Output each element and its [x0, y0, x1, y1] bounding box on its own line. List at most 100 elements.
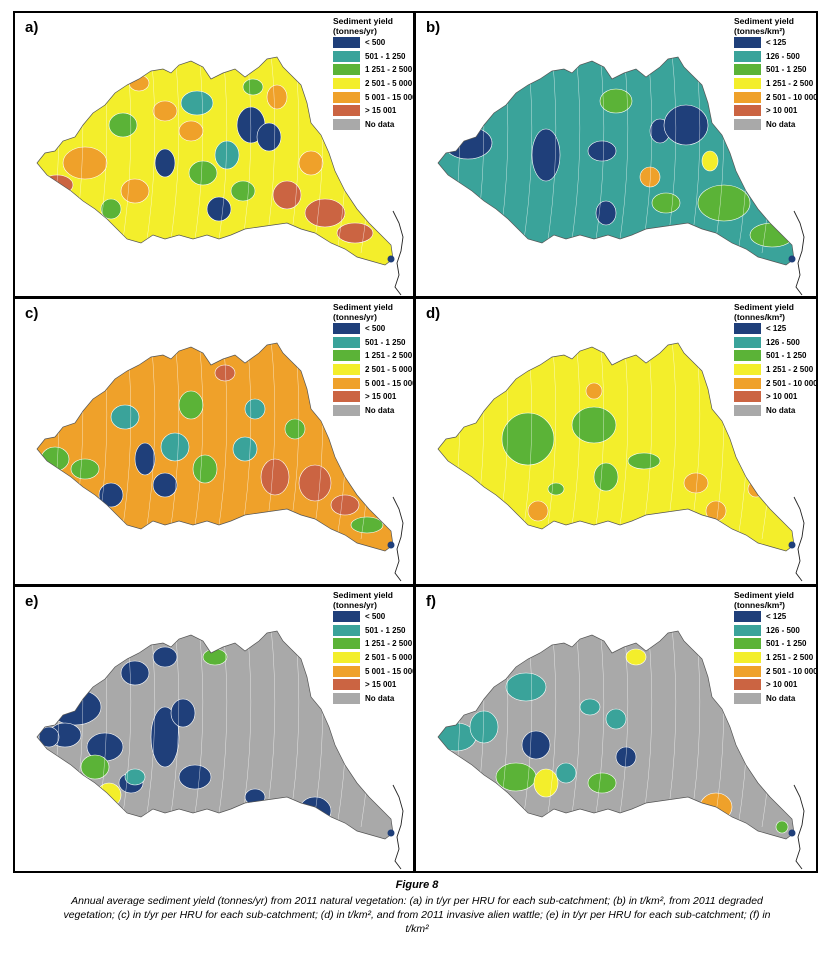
- legend-label: > 10 001: [766, 392, 798, 402]
- legend-item: 1 251 - 2 500: [734, 77, 814, 91]
- sub-catchment: [336, 222, 374, 244]
- sub-catchment: [521, 730, 551, 760]
- sub-catchment: [48, 688, 102, 726]
- sub-catchment: [501, 412, 555, 466]
- legend-item: 126 - 500: [734, 336, 814, 350]
- legend-label: > 15 001: [365, 106, 397, 116]
- sub-catchment: [663, 104, 709, 146]
- sub-catchment: [599, 88, 633, 114]
- legend-swatch: [734, 652, 761, 664]
- panel-label: d): [426, 305, 441, 322]
- legend-item: No data: [333, 404, 413, 418]
- catchment-outline: [36, 342, 394, 552]
- legend-label: 501 - 1 250: [365, 625, 406, 635]
- sub-catchment: [705, 500, 727, 522]
- legend-item: No data: [333, 692, 413, 706]
- legend-swatch: [333, 652, 360, 664]
- boundary-line: [593, 343, 605, 540]
- sub-catchment: [232, 436, 258, 462]
- river-mouth: [788, 541, 796, 549]
- coastline: [793, 784, 805, 870]
- legend-item: > 15 001: [333, 678, 413, 692]
- boundary-line: [641, 343, 653, 540]
- panel-label: b): [426, 19, 441, 36]
- legend-label: 1 251 - 2 500: [365, 351, 413, 361]
- sub-catchment: [775, 820, 789, 834]
- legend-item: No data: [734, 118, 814, 132]
- legend-label: 2 501 - 5 000: [365, 365, 413, 375]
- boundary-line: [144, 631, 156, 828]
- legend-item: 2 501 - 5 000: [333, 363, 413, 377]
- sub-catchment: [150, 706, 180, 768]
- legend-item: 5 001 - 15 000: [333, 376, 415, 390]
- legend-label: > 15 001: [365, 392, 397, 402]
- legend-swatch: [333, 638, 360, 650]
- boundary-line: [216, 343, 228, 540]
- catchment-map: [437, 56, 805, 296]
- legend-label: < 125: [766, 324, 787, 334]
- legend-swatch: [333, 624, 360, 636]
- legend-item: > 10 001: [734, 678, 814, 692]
- boundary-line: [545, 343, 557, 540]
- legend: Sediment yield (tonnes/yr) < 500 501 - 1 2…: [333, 16, 415, 131]
- legend-label: < 125: [766, 38, 787, 48]
- sub-catchment: [98, 482, 124, 508]
- legend-label: 1 251 - 2 500: [365, 639, 413, 649]
- legend: Sediment yield (tonnes/km²) < 125 126 - 50…: [734, 302, 816, 417]
- legend-item: 2 501 - 10 000: [734, 376, 816, 390]
- panel-divider-horizontal-1: [13, 296, 818, 299]
- legend-swatch: [333, 665, 360, 677]
- sub-catchment: [304, 198, 346, 228]
- sub-catchment: [350, 516, 384, 534]
- legend-label: 1 251 - 2 500: [766, 653, 814, 663]
- catchment-base: [438, 343, 794, 551]
- legend-swatch: [734, 118, 761, 130]
- boundary-line: [593, 57, 605, 254]
- sub-catchment: [527, 500, 549, 522]
- catchment-map: [437, 342, 805, 582]
- boundary-line: [168, 57, 180, 254]
- legend-label: 501 - 1 250: [766, 351, 807, 361]
- sub-catchment: [547, 482, 565, 496]
- coastline: [392, 496, 404, 582]
- legend-label: > 15 001: [365, 680, 397, 690]
- sub-catchment: [595, 200, 617, 226]
- sub-catchment: [128, 74, 150, 92]
- sub-catchment: [505, 672, 547, 702]
- legend-item: 501 - 1 250: [333, 50, 413, 64]
- legend-swatch: [333, 377, 360, 389]
- legend-swatch: [333, 350, 360, 362]
- legend-label: No data: [365, 693, 395, 703]
- sub-catchment: [571, 406, 617, 444]
- figure-title: Figure 8: [395, 879, 439, 891]
- sub-catchment: [627, 452, 661, 470]
- legend-swatch: [734, 364, 761, 376]
- sub-catchment: [160, 432, 190, 462]
- sub-catchment: [298, 150, 324, 176]
- boundary-line: [168, 631, 180, 828]
- legend-label: No data: [766, 693, 796, 703]
- legend-label: No data: [766, 119, 796, 129]
- legend-swatch: [734, 377, 761, 389]
- legend-swatch: [734, 624, 761, 636]
- catchment-outline: [437, 342, 795, 552]
- boundary-line: [569, 631, 581, 828]
- legend-label: 5 001 - 15 000: [365, 666, 415, 676]
- boundary-line: [545, 631, 557, 828]
- catchment-map: [36, 342, 404, 582]
- legend-item: > 15 001: [333, 390, 413, 404]
- boundary-line: [617, 631, 629, 828]
- sub-catchment: [683, 472, 709, 494]
- sub-catchment: [120, 660, 150, 686]
- sub-catchment: [579, 698, 601, 716]
- panel-divider-horizontal-2: [13, 584, 818, 587]
- legend-title: Sediment yield (tonnes/km²): [734, 16, 794, 36]
- sub-catchment: [134, 442, 156, 476]
- sub-catchment: [495, 762, 537, 792]
- legend-swatch: [734, 611, 761, 623]
- sub-catchment: [749, 222, 794, 248]
- catchment-outline: [36, 56, 394, 266]
- sub-catchment: [202, 648, 228, 666]
- boundary-line: [192, 343, 204, 540]
- boundary-line: [216, 57, 228, 254]
